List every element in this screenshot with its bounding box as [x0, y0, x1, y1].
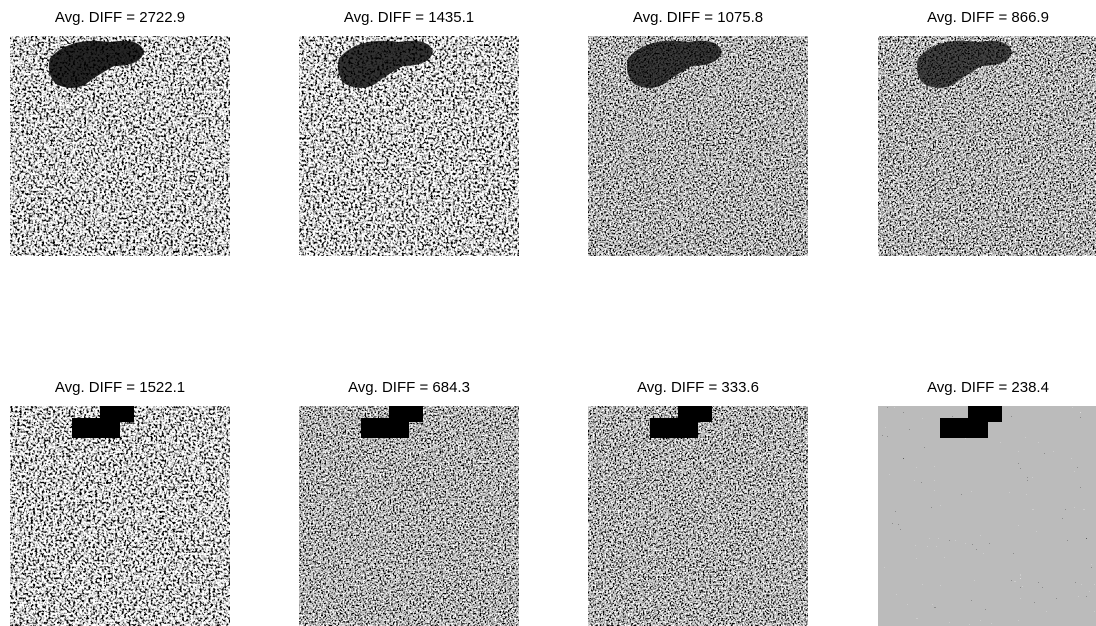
- panel-title: Avg. DIFF = 1435.1: [344, 9, 474, 26]
- noise-texture: [588, 406, 808, 626]
- noise-texture: [299, 406, 519, 626]
- panel-title: Avg. DIFF = 1522.1: [55, 379, 185, 396]
- noise-texture: [878, 36, 1096, 256]
- panel-image: [878, 406, 1096, 626]
- panel-image: [10, 406, 230, 626]
- panel-title: Avg. DIFF = 684.3: [348, 379, 470, 396]
- noise-texture: [10, 36, 230, 256]
- dark-block: [944, 422, 954, 432]
- dark-block: [654, 422, 664, 432]
- panel-image: [299, 406, 519, 626]
- panel-title: Avg. DIFF = 333.6: [637, 379, 759, 396]
- page: Avg. DIFF = 2722.9 Avg. DIFF = 1435.1 Avg.…: [0, 0, 1096, 626]
- panel-title: Avg. DIFF = 1075.8: [633, 9, 763, 26]
- figure: Avg. DIFF = 2722.9 Avg. DIFF = 1435.1 Avg.…: [0, 0, 1096, 626]
- panel-title: Avg. DIFF = 866.9: [927, 9, 1049, 26]
- noise-texture: [878, 406, 1096, 626]
- panel-image: [299, 36, 519, 256]
- panel-image: [10, 36, 230, 256]
- panel-image: [588, 406, 808, 626]
- dark-block: [365, 422, 375, 432]
- dark-block: [76, 422, 86, 432]
- noise-texture: [10, 406, 230, 626]
- noise-texture: [588, 36, 808, 256]
- noise-texture: [299, 36, 519, 256]
- panel-title: Avg. DIFF = 2722.9: [55, 9, 185, 26]
- panel-image: [588, 36, 808, 256]
- panel-image: [878, 36, 1096, 256]
- panel-title: Avg. DIFF = 238.4: [927, 379, 1049, 396]
